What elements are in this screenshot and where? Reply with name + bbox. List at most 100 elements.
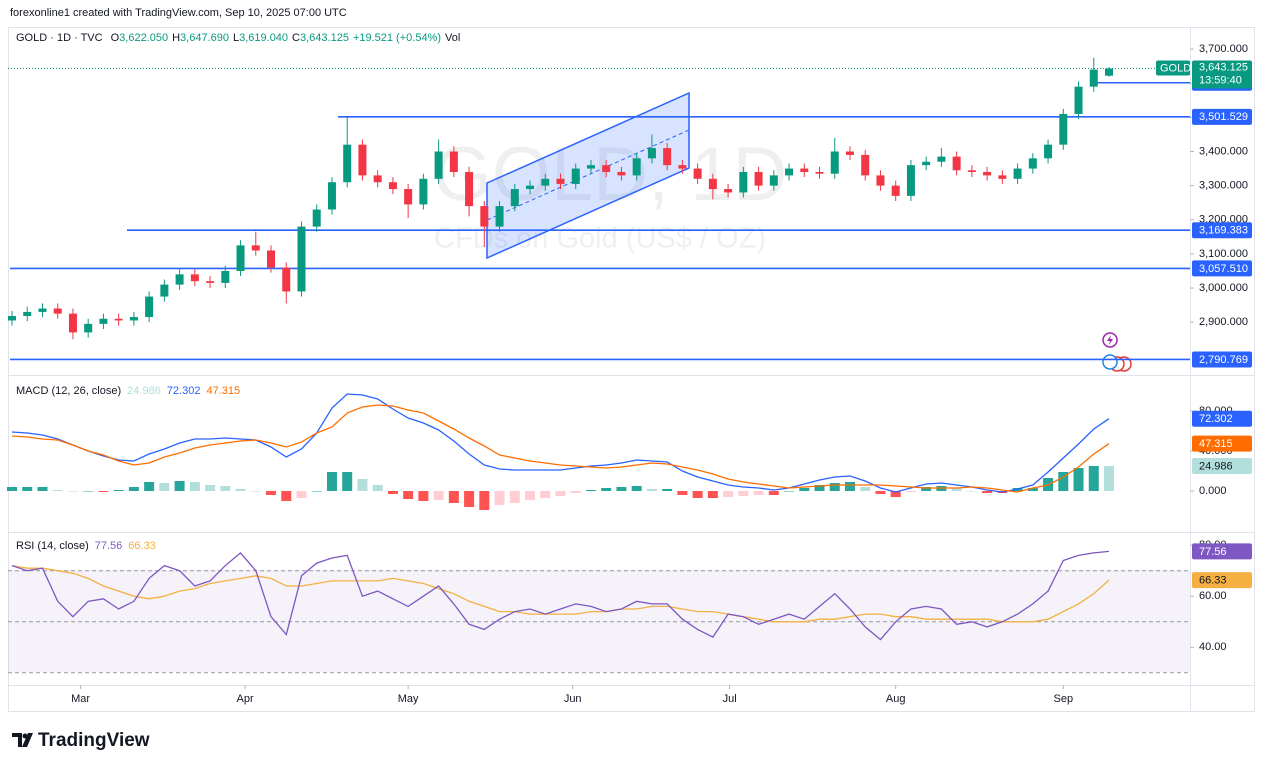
candle-body	[404, 189, 413, 205]
histogram-bar	[494, 491, 505, 505]
candle-body	[769, 175, 778, 186]
level-label-bg	[1192, 108, 1252, 125]
histogram-bar	[479, 491, 490, 510]
candle-body	[495, 206, 504, 227]
candle-body	[663, 148, 672, 166]
histogram-bar	[1088, 466, 1099, 491]
candle-body	[221, 270, 230, 283]
rsi-ma-badge: 66.33	[1199, 574, 1227, 586]
legend-key: C	[292, 32, 300, 44]
candle-body	[922, 161, 931, 166]
symbol: GOLD · 1D · TVC	[16, 32, 103, 44]
histogram-bar	[723, 491, 734, 497]
candle-body	[160, 284, 169, 297]
histogram-bar	[281, 491, 292, 501]
y-tick-label: 40.00	[1199, 641, 1227, 653]
histogram-bar	[677, 491, 688, 495]
symbol-tag-bg	[1156, 60, 1190, 76]
candle-body	[1105, 68, 1113, 76]
legend-value: 3,643.125	[300, 32, 349, 44]
candle-body	[68, 313, 77, 333]
candle-body	[724, 189, 733, 193]
candle-body	[526, 185, 535, 190]
candle-body	[38, 308, 47, 312]
y-tick-label: 3,300.000	[1199, 180, 1248, 192]
histogram-bar	[631, 486, 642, 491]
candle-body	[617, 171, 626, 176]
histogram-bar	[707, 491, 718, 498]
histogram-bar	[814, 485, 825, 491]
legend: GOLD · 1D · TVC O3,622.050 H3,647.690 L3,61…	[16, 32, 460, 44]
level-label: 2,790.769	[1199, 354, 1248, 366]
watermark-subtitle: CFDs on Gold (US$ / OZ)	[434, 223, 766, 255]
macd-line	[11, 393, 1110, 493]
signal-badge: 47.315	[1199, 438, 1233, 450]
pane-value: 47.315	[206, 385, 240, 397]
y-tick-label: 3,100.000	[1199, 248, 1248, 260]
y-tick-label: 3,000.000	[1199, 282, 1248, 294]
candle-body	[845, 151, 854, 155]
histogram-bar	[83, 491, 94, 492]
candle-body	[952, 156, 961, 171]
legend-change: +19.521 (+0.54%)	[353, 32, 441, 44]
level-label: 3,501.529	[1199, 111, 1248, 123]
histogram-bar	[905, 491, 916, 492]
logo[interactable]: TradingView	[12, 730, 150, 751]
pane-value: 72.302	[167, 385, 201, 397]
candle-body	[678, 165, 687, 169]
legend-value: 3,647.690	[180, 32, 229, 44]
candle-body	[632, 158, 641, 176]
event-icon[interactable]	[1102, 354, 1118, 370]
histogram-bar	[982, 491, 993, 493]
histogram-bar	[753, 491, 764, 495]
histogram-bar	[570, 491, 581, 493]
pane-value: 24.986	[127, 385, 161, 397]
y-tick-label: 0.000	[1199, 485, 1227, 497]
level-label: 3,057.510	[1199, 263, 1248, 275]
candle-body	[571, 168, 580, 184]
candle-body	[1089, 69, 1098, 87]
rsi-badge: 77.56	[1199, 546, 1227, 558]
price-badge-bg	[1192, 60, 1252, 89]
x-tick-label: Jun	[564, 693, 582, 705]
pane-value: 77.56	[95, 540, 123, 552]
histogram-bar	[403, 491, 414, 499]
parallel-channel[interactable]	[486, 91, 690, 260]
candle-body	[754, 171, 763, 186]
histogram-bar	[646, 489, 657, 491]
pane-value: 66.33	[128, 540, 156, 552]
candle-body	[251, 245, 260, 251]
candle-body	[190, 274, 199, 282]
candle-body	[84, 323, 93, 333]
candle-body	[1013, 168, 1022, 179]
histogram-bar	[921, 487, 932, 491]
candle-body	[693, 168, 702, 179]
candle-body	[129, 317, 138, 321]
histogram-bar	[37, 487, 48, 491]
histogram-bar	[464, 491, 475, 507]
candle-body	[937, 156, 946, 162]
y-tick-label: 60.00	[1199, 590, 1227, 602]
histogram-bar	[890, 491, 901, 497]
histogram-bar	[1058, 472, 1069, 491]
brand: TradingView	[38, 730, 150, 751]
y-tick-label: 3,700.000	[1199, 43, 1248, 55]
legend-key: L	[233, 32, 239, 44]
legend-value: 3,622.050	[119, 32, 168, 44]
histogram-bar	[1073, 468, 1084, 491]
histogram-bar	[738, 491, 749, 496]
histogram-bar	[662, 489, 673, 491]
histogram-bar	[966, 491, 977, 492]
level-label: 3,169.383	[1199, 225, 1248, 237]
candle-body	[358, 144, 367, 176]
channel-midline	[486, 129, 690, 221]
candle-body	[236, 245, 245, 271]
histogram-bar	[7, 487, 17, 491]
candle-body	[327, 182, 336, 210]
histogram-bar	[844, 482, 855, 491]
y-tick-label: 3,400.000	[1199, 145, 1248, 157]
histogram-bar	[616, 487, 627, 491]
signal-badge-bg	[1192, 435, 1252, 452]
candle-body	[739, 171, 748, 193]
histogram-bar	[860, 487, 871, 491]
